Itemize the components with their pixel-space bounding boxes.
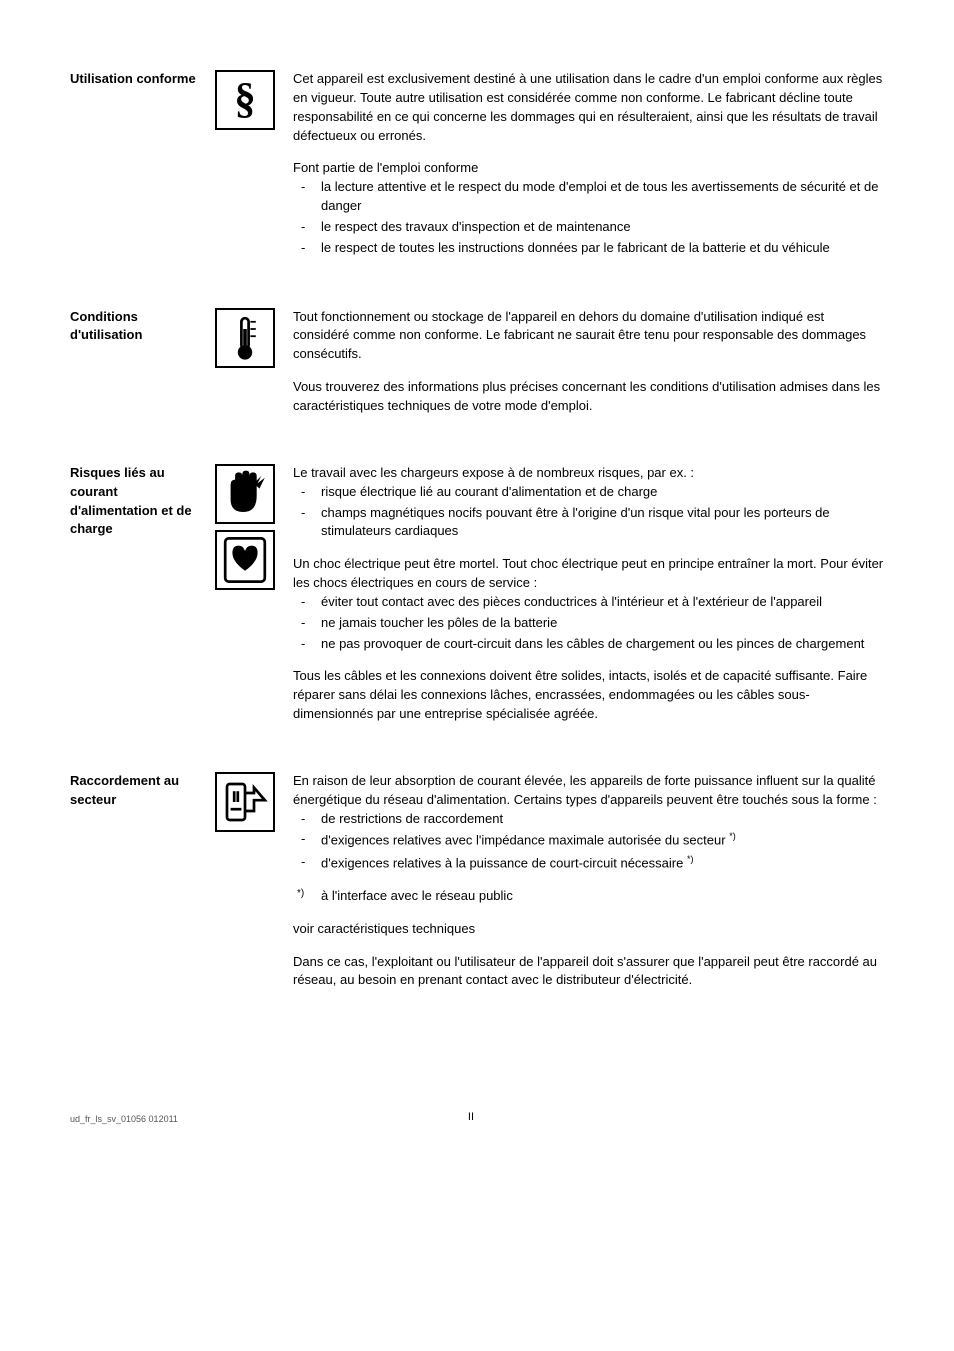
- section-text: En raison de leur absorption de courant …: [293, 772, 884, 990]
- list-item: la lecture attentive et le respect du mo…: [293, 178, 884, 216]
- icon-column: [215, 772, 293, 832]
- paragraph: Tout fonctionnement ou stockage de l'app…: [293, 308, 884, 365]
- bullet-list: de restrictions de raccordementd'exigenc…: [293, 810, 884, 873]
- section-heading: Raccordement au secteur: [70, 772, 215, 810]
- page-footer: ud_fr_ls_sv_01056 012011 II: [70, 1110, 884, 1126]
- section-text: Cet appareil est exclusivement destiné à…: [293, 70, 884, 260]
- footer-code: ud_fr_ls_sv_01056 012011: [70, 1113, 178, 1126]
- paragraph: Font partie de l'emploi conforme: [293, 159, 884, 178]
- list-item: le respect de toutes les instructions do…: [293, 239, 884, 258]
- plug-icon: [215, 772, 275, 832]
- paragraph: Le travail avec les chargeurs expose à d…: [293, 464, 884, 483]
- icon-column: [215, 308, 293, 368]
- list-item: éviter tout contact avec des pièces cond…: [293, 593, 884, 612]
- footnote: *)à l'interface avec le réseau public: [293, 887, 884, 906]
- section-heading: Utilisation conforme: [70, 70, 215, 89]
- hand-shock-icon: [215, 464, 275, 524]
- paragraph: Tous les câbles et les connexions doiven…: [293, 667, 884, 724]
- section-heading: Conditions d'utilisation: [70, 308, 215, 346]
- paragraph: Dans ce cas, l'exploitant ou l'utilisate…: [293, 953, 884, 991]
- heart-icon: [215, 530, 275, 590]
- bullet-list: risque électrique lié au courant d'alime…: [293, 483, 884, 542]
- section-text: Le travail avec les chargeurs expose à d…: [293, 464, 884, 724]
- icon-column: [215, 464, 293, 590]
- list-item: champs magnétiques nocifs pouvant être à…: [293, 504, 884, 542]
- list-item: d'exigences relatives à la puissance de …: [293, 853, 884, 873]
- paragraph: En raison de leur absorption de courant …: [293, 772, 884, 810]
- list-item: d'exigences relatives avec l'impédance m…: [293, 830, 884, 850]
- list-item: de restrictions de raccordement: [293, 810, 884, 829]
- bullet-list: la lecture attentive et le respect du mo…: [293, 178, 884, 257]
- list-item: ne pas provoquer de court-circuit dans l…: [293, 635, 884, 654]
- paragraph: voir caractéristiques techniques: [293, 920, 884, 939]
- list-item: le respect des travaux d'inspection et d…: [293, 218, 884, 237]
- section-sign-icon: §: [215, 70, 275, 130]
- icon-column: §: [215, 70, 293, 130]
- section-heading: Risques liés au courant d'alimentation e…: [70, 464, 215, 539]
- page-number: II: [468, 1110, 474, 1126]
- section: Utilisation conforme § Cet appareil est ex…: [70, 70, 884, 260]
- list-item: risque électrique lié au courant d'alime…: [293, 483, 884, 502]
- section-text: Tout fonctionnement ou stockage de l'app…: [293, 308, 884, 416]
- section: Conditions d'utilisation Tout fonctionnem…: [70, 308, 884, 416]
- paragraph: Cet appareil est exclusivement destiné à…: [293, 70, 884, 145]
- bullet-list: éviter tout contact avec des pièces cond…: [293, 593, 884, 654]
- paragraph: Vous trouverez des informations plus pré…: [293, 378, 884, 416]
- thermometer-icon: [215, 308, 275, 368]
- list-item: ne jamais toucher les pôles de la batter…: [293, 614, 884, 633]
- svg-text:§: §: [234, 76, 256, 123]
- paragraph: Un choc électrique peut être mortel. Tou…: [293, 555, 884, 593]
- section: Risques liés au courant d'alimentation e…: [70, 464, 884, 724]
- section: Raccordement au secteur En raison de leur…: [70, 772, 884, 990]
- document-body: Utilisation conforme § Cet appareil est ex…: [70, 70, 884, 990]
